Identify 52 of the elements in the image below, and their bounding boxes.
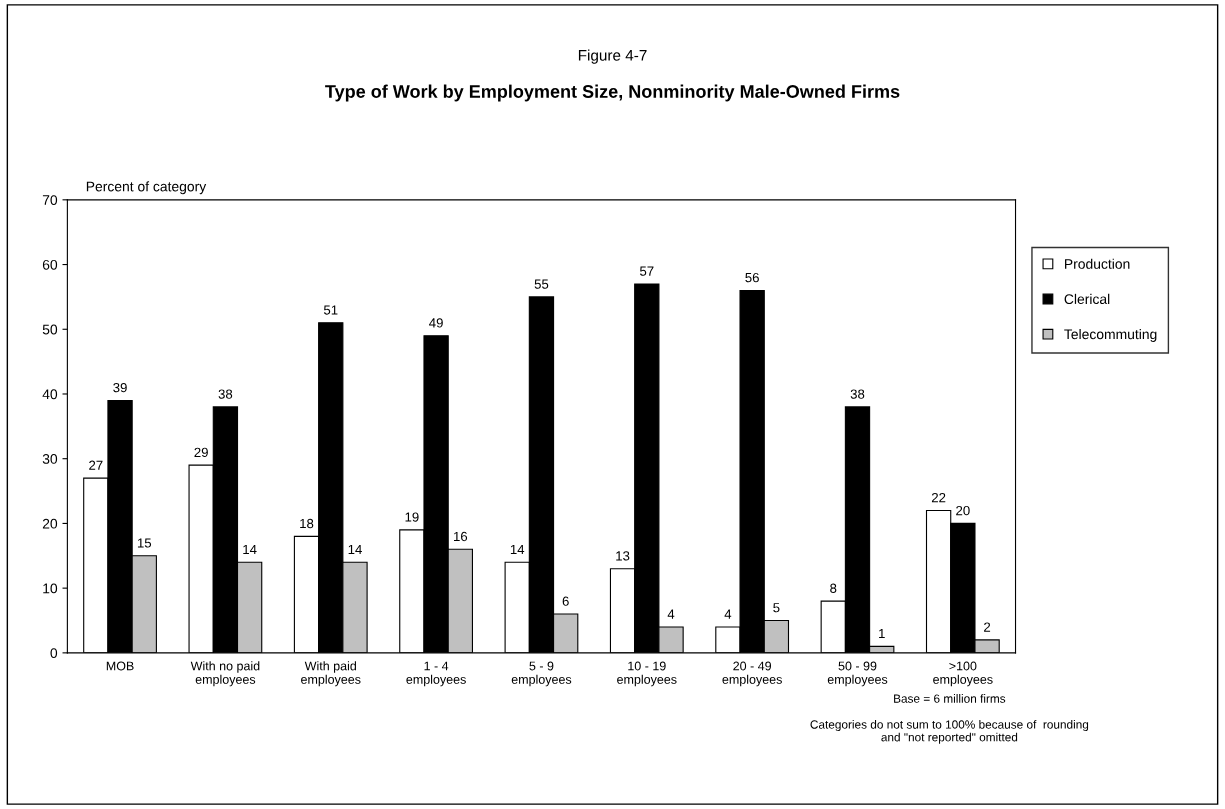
data-label: 51 xyxy=(323,305,338,315)
data-label: 18 xyxy=(300,518,314,529)
data-label: 14 xyxy=(348,544,362,554)
data-label: 27 xyxy=(89,460,103,470)
x-tick-label: 1 - 4 employees xyxy=(406,661,466,687)
x-tick-label: 10 - 19 employees xyxy=(617,661,677,687)
y-tick-label: 20 xyxy=(42,518,58,529)
data-label: 4 xyxy=(724,609,732,619)
data-label: 8 xyxy=(830,583,837,593)
data-label: 5 xyxy=(773,603,780,613)
y-tick-label: 60 xyxy=(42,259,58,270)
y-tick-label: 40 xyxy=(42,389,58,400)
data-label: 6 xyxy=(562,596,569,606)
text: Categories do not sum to 100% because of rounding and "not reported" omitted xyxy=(810,720,1089,744)
text: Base = 6 million firms xyxy=(894,694,1006,703)
x-tick-label: With no paid employees xyxy=(190,661,260,687)
data-label: 55 xyxy=(534,279,549,289)
chart-title: Type of Work by Employment Size, Nonminority Male-Owned Firms xyxy=(325,84,900,102)
data-label: 29 xyxy=(194,447,208,458)
data-label: 56 xyxy=(745,272,759,283)
data-label: 22 xyxy=(931,492,946,503)
x-tick-label: >100 employees xyxy=(933,661,993,687)
y-tick-label: 0 xyxy=(50,648,58,659)
data-label: 38 xyxy=(850,389,865,399)
y-tick-label: 50 xyxy=(42,324,58,335)
data-label: 14 xyxy=(243,544,257,554)
data-label: 2 xyxy=(984,622,991,632)
data-label: 14 xyxy=(510,544,525,554)
legend-label: Telecommuting xyxy=(1064,328,1157,342)
x-tick-label: 20 - 49 employees xyxy=(722,661,782,687)
x-tick-label: MOB xyxy=(106,661,134,671)
data-label: 16 xyxy=(454,531,468,542)
data-label: 15 xyxy=(137,538,152,548)
data-label: 49 xyxy=(429,318,443,328)
data-label: 19 xyxy=(405,512,419,522)
data-label: 57 xyxy=(639,266,654,276)
x-tick-label: With paid employees xyxy=(301,661,361,687)
y-axis-title: Percent of category xyxy=(86,181,207,195)
data-label: 20 xyxy=(956,505,970,516)
y-tick-label: 10 xyxy=(43,583,58,594)
data-label: 1 xyxy=(879,629,885,639)
chart-subtitle: Figure 4-7 xyxy=(578,49,647,64)
x-tick-label: 50 - 99 employees xyxy=(827,661,888,687)
data-label: 13 xyxy=(616,551,630,561)
data-label: 4 xyxy=(667,609,675,619)
data-label: 39 xyxy=(113,382,127,393)
legend-label: Production xyxy=(1065,258,1130,269)
x-tick-label: 5 - 9 employees xyxy=(511,661,572,687)
y-tick-label: 30 xyxy=(42,454,58,464)
legend-label: Clerical xyxy=(1064,293,1110,305)
y-tick-label: 70 xyxy=(42,195,58,205)
data-label: 38 xyxy=(218,389,233,399)
